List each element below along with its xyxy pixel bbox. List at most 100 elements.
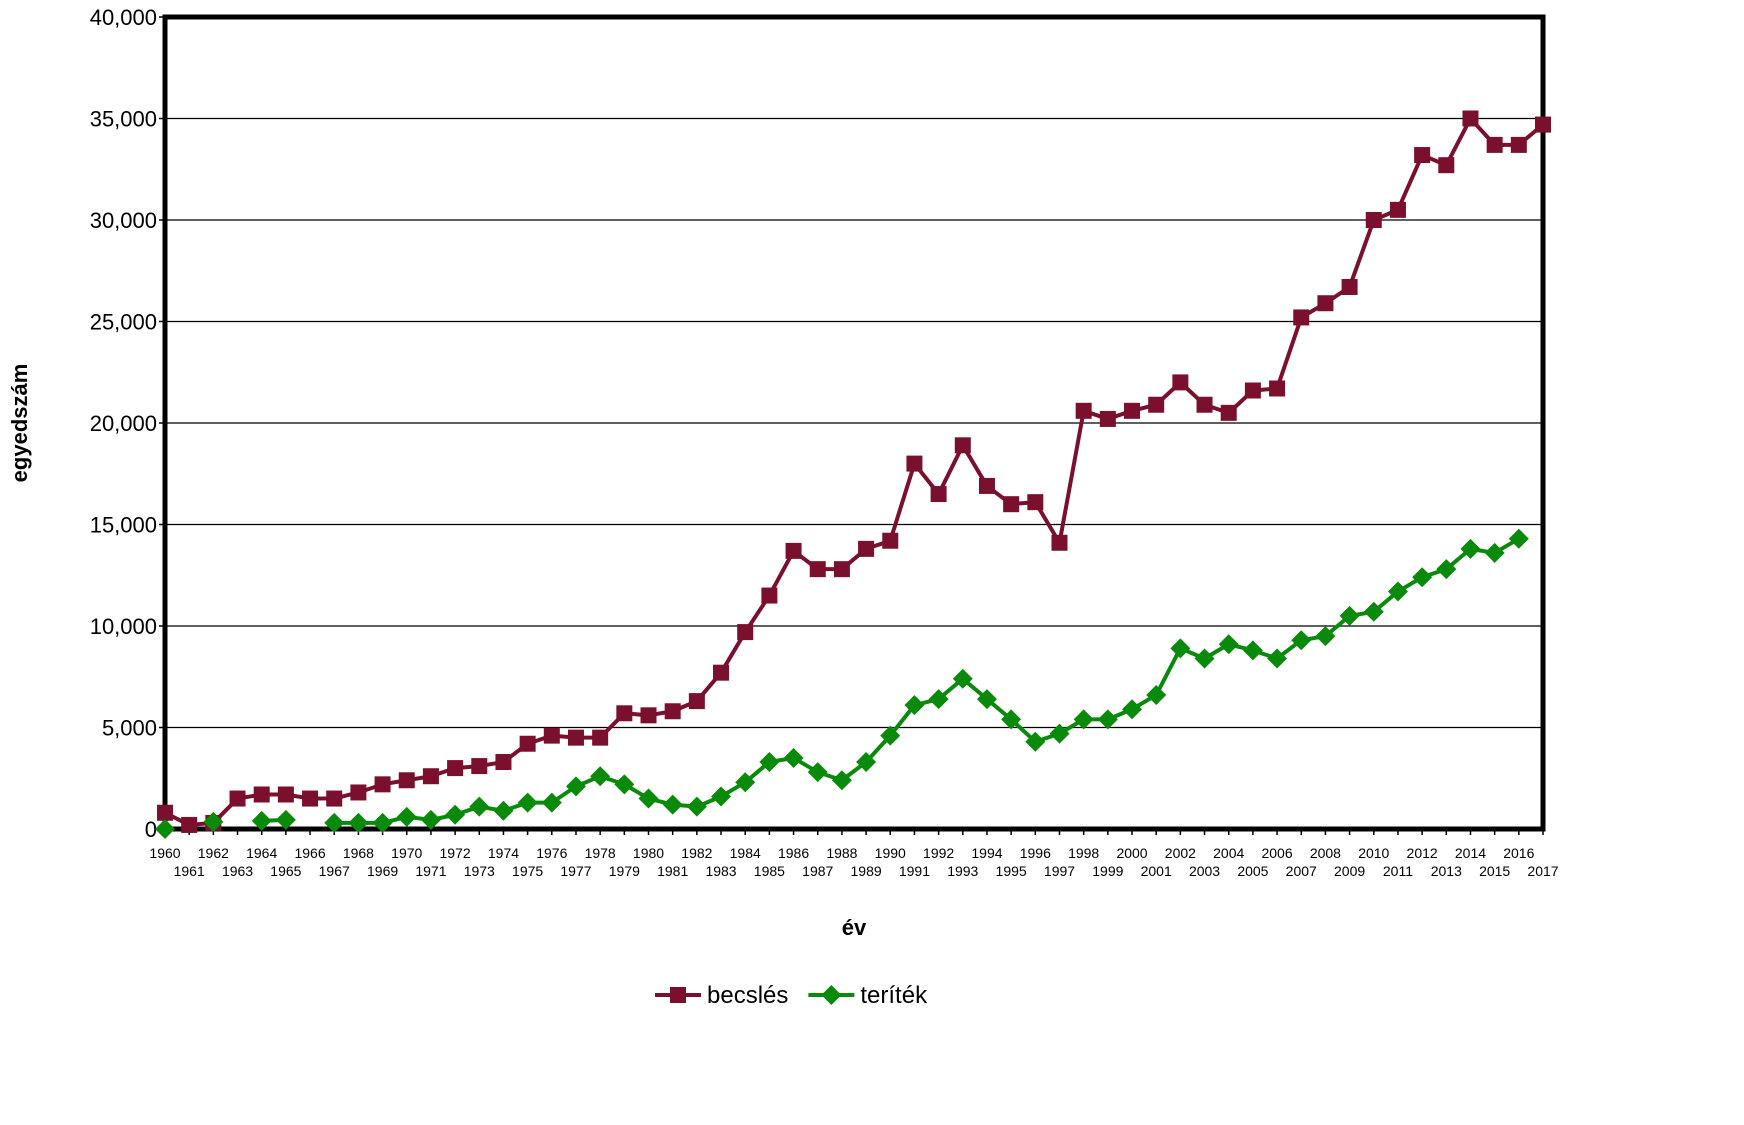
- legend: becslés teríték: [655, 982, 928, 1009]
- data-point: [1486, 136, 1503, 153]
- x-axis-ticks: 1960 1961 1962 1963 1964 1965 1966 1967 1968 1969…: [149, 829, 1559, 879]
- data-point: [1269, 380, 1286, 397]
- x-tick-label: 2014: [1455, 845, 1486, 861]
- x-tick-label: 1965: [270, 863, 301, 879]
- legend-label: becslés: [707, 982, 788, 1009]
- data-point: [833, 561, 850, 578]
- data-point: [567, 729, 584, 746]
- data-point: [761, 587, 778, 604]
- x-tick-label: 1977: [560, 863, 591, 879]
- data-point: [565, 776, 586, 797]
- data-point: [638, 788, 659, 809]
- x-tick-label: 1971: [415, 863, 446, 879]
- data-point: [445, 804, 466, 825]
- data-point: [1293, 309, 1310, 326]
- data-point: [1218, 634, 1239, 655]
- data-point: [1003, 496, 1020, 513]
- data-point: [1508, 528, 1529, 549]
- data-point: [1172, 374, 1189, 391]
- data-point: [592, 729, 609, 746]
- data-point: [1194, 648, 1215, 669]
- data-point: [880, 725, 901, 746]
- x-tick-label: 1964: [246, 845, 277, 861]
- data-point: [1484, 542, 1505, 563]
- x-tick-label: 1973: [464, 863, 495, 879]
- data-point: [1339, 605, 1360, 626]
- data-point: [493, 800, 514, 821]
- data-point: [1341, 278, 1358, 295]
- data-point: [809, 561, 826, 578]
- data-point: [590, 766, 611, 787]
- x-tick-label: 1999: [1092, 863, 1123, 879]
- x-tick-label: 2009: [1334, 863, 1365, 879]
- x-tick-label: 2013: [1431, 863, 1462, 879]
- series-becslés: [157, 110, 1551, 833]
- data-point: [952, 668, 973, 689]
- data-point: [348, 812, 369, 833]
- data-point: [517, 792, 538, 813]
- data-point: [735, 772, 756, 793]
- x-tick-label: 1962: [198, 845, 229, 861]
- y-tick-label: 15,000: [90, 513, 157, 538]
- data-point: [302, 790, 319, 807]
- y-tick-label: 25,000: [90, 310, 157, 335]
- x-tick-label: 1978: [585, 845, 616, 861]
- x-tick-label: 1976: [536, 845, 567, 861]
- data-point: [155, 819, 175, 839]
- data-point: [614, 774, 635, 795]
- x-tick-label: 1987: [802, 863, 833, 879]
- data-point: [856, 752, 877, 773]
- x-tick-label: 1960: [149, 845, 180, 861]
- data-point: [229, 790, 246, 807]
- y-tick-label: 30,000: [90, 208, 157, 233]
- data-point: [737, 624, 754, 641]
- x-tick-label: 1961: [174, 863, 205, 879]
- data-point: [275, 809, 296, 830]
- x-tick-label: 1990: [875, 845, 906, 861]
- x-tick-label: 1991: [899, 863, 930, 879]
- x-tick-label: 2015: [1479, 863, 1510, 879]
- data-point: [1535, 116, 1551, 133]
- data-point: [686, 796, 707, 817]
- data-point: [203, 811, 224, 832]
- data-point: [976, 689, 997, 710]
- data-point: [326, 790, 343, 807]
- x-tick-label: 1984: [730, 845, 761, 861]
- x-tick-label: 1988: [826, 845, 857, 861]
- data-point: [711, 786, 732, 807]
- x-tick-label: 1969: [367, 863, 398, 879]
- x-tick-label: 1992: [923, 845, 954, 861]
- data-point: [374, 776, 391, 793]
- data-point: [1051, 534, 1068, 551]
- legend-item: becslés: [655, 982, 788, 1009]
- x-tick-label: 1981: [657, 863, 688, 879]
- x-tick-label: 2012: [1407, 845, 1438, 861]
- y-axis-title: egyedszám: [7, 364, 32, 483]
- data-point: [1365, 212, 1382, 228]
- data-point: [1122, 699, 1143, 720]
- data-point: [253, 786, 270, 803]
- data-point: [1075, 402, 1092, 419]
- y-tick-label: 35,000: [90, 107, 157, 132]
- data-point: [688, 693, 705, 710]
- y-tick-label: 5,000: [102, 716, 157, 741]
- data-point: [1097, 709, 1118, 730]
- data-point: [398, 772, 415, 789]
- data-point: [1001, 709, 1022, 730]
- x-tick-label: 1995: [996, 863, 1027, 879]
- x-tick-label: 1996: [1020, 845, 1051, 861]
- data-point: [1244, 382, 1261, 399]
- x-tick-label: 1972: [440, 845, 471, 861]
- data-point: [1146, 685, 1167, 706]
- x-tick-label: 2017: [1527, 863, 1558, 879]
- y-tick-label: 10,000: [90, 614, 157, 639]
- y-tick-label: 0: [145, 817, 157, 842]
- x-tick-label: 1998: [1068, 845, 1099, 861]
- x-axis-title: év: [842, 915, 867, 940]
- x-tick-label: 1993: [947, 863, 978, 879]
- data-point: [1414, 147, 1431, 164]
- x-tick-label: 1997: [1044, 863, 1075, 879]
- x-tick-label: 2007: [1286, 863, 1317, 879]
- data-point: [277, 786, 294, 803]
